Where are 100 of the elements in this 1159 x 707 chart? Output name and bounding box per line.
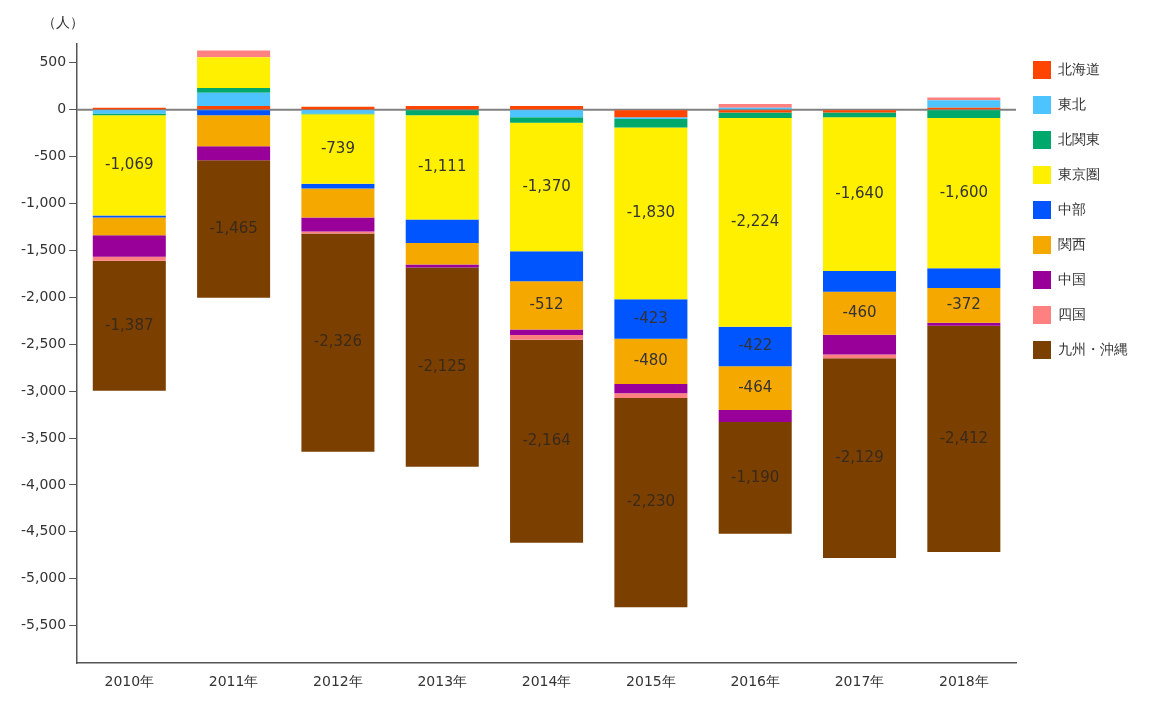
bar (510, 335, 584, 340)
data-label: -2,129 (835, 448, 884, 467)
y-tick-label: -3,000 (20, 381, 67, 398)
bar (614, 383, 688, 394)
bar (614, 127, 688, 300)
bar (614, 119, 688, 128)
bar (197, 115, 271, 147)
x-tick-label: 2013年 (417, 673, 468, 690)
y-tick-label: -3,500 (20, 428, 67, 445)
bar (301, 233, 375, 452)
legend-label: 北関東 (1058, 130, 1100, 147)
bar (927, 110, 1001, 119)
bar (718, 409, 792, 423)
legend-label: 関西 (1058, 235, 1086, 252)
bar (510, 105, 584, 110)
bar (510, 329, 584, 336)
bar (614, 397, 688, 608)
data-label: -1,465 (209, 218, 258, 237)
bar (718, 366, 792, 410)
bar (92, 256, 166, 261)
bar (823, 334, 897, 355)
y-tick-label: -2,000 (20, 287, 67, 304)
y-tick-label: -1,500 (20, 241, 67, 258)
data-label: -464 (738, 378, 773, 397)
bar (197, 92, 271, 106)
bar (510, 117, 584, 123)
x-tick-label: 2011年 (208, 673, 259, 690)
bar (927, 97, 1001, 101)
bar (92, 217, 166, 236)
bar (510, 122, 584, 252)
y-tick-label: -500 (34, 147, 67, 164)
x-tick-label: 2018年 (939, 673, 989, 690)
bar (510, 281, 584, 330)
data-label: -1,190 (731, 467, 780, 486)
bar (614, 338, 688, 384)
data-label: -2,412 (939, 428, 989, 447)
y-tick-label: -5,000 (20, 569, 67, 586)
bar (823, 358, 897, 559)
bar (301, 217, 375, 232)
bar (405, 219, 479, 243)
data-label: -512 (529, 295, 564, 314)
x-tick-label: 2015年 (626, 673, 676, 690)
legend-label: 東京圏 (1058, 165, 1100, 182)
bar (301, 114, 375, 184)
data-label: -1,370 (522, 176, 571, 195)
bar (510, 251, 584, 282)
data-label: -2,326 (313, 332, 363, 351)
data-label: -480 (633, 351, 668, 370)
data-label: -1,069 (105, 155, 154, 174)
y-tick-label: 0 (57, 100, 67, 117)
data-label: -2,230 (626, 492, 676, 511)
bar (197, 146, 271, 161)
y-tick-label: -1,000 (20, 194, 67, 211)
bar (405, 267, 479, 467)
y-tick-label: -4,500 (20, 522, 67, 539)
bar (405, 242, 479, 265)
bar (197, 110, 271, 116)
data-label: -739 (320, 138, 355, 157)
data-label: -2,125 (418, 356, 467, 375)
bar (301, 188, 375, 218)
x-tick-label: 2014年 (521, 673, 572, 690)
y-tick-label: -4,000 (20, 475, 67, 492)
x-tick-label: 2010年 (104, 673, 155, 690)
x-tick-label: 2017年 (834, 673, 885, 690)
bar (510, 110, 584, 118)
bar (823, 271, 897, 292)
bar (197, 50, 271, 58)
bar (927, 118, 1001, 269)
y-tick-label: -5,500 (20, 616, 67, 633)
data-label: -423 (633, 308, 668, 327)
bar (197, 160, 271, 298)
data-label: -422 (738, 336, 773, 355)
data-label: -1,830 (626, 203, 676, 222)
bar (92, 260, 166, 391)
bar (614, 110, 688, 118)
bar (927, 287, 1001, 323)
data-label: -2,164 (522, 431, 571, 450)
bar (614, 299, 688, 339)
legend-label: 九州・沖縄 (1058, 340, 1128, 357)
bar (718, 422, 792, 534)
bar (197, 105, 271, 110)
data-label: -1,640 (835, 184, 884, 202)
bar (92, 115, 166, 216)
data-label: -372 (946, 295, 981, 314)
legend-label: 中部 (1058, 200, 1086, 217)
y-tick-label: 500 (39, 53, 67, 70)
bar (405, 110, 479, 116)
bar (927, 100, 1001, 108)
bar (718, 112, 792, 119)
legend-label: 北海道 (1058, 60, 1100, 77)
bar (510, 339, 584, 543)
bar (927, 325, 1001, 552)
data-label: -460 (842, 303, 877, 322)
y-axis-title: （人） (42, 13, 84, 30)
y-tick-label: -2,500 (20, 334, 67, 351)
bar (823, 117, 897, 272)
data-label: -1,387 (105, 315, 154, 334)
legend-label: 東北 (1058, 95, 1086, 112)
legend-label: 中国 (1058, 270, 1086, 287)
data-label: -2,224 (731, 212, 780, 231)
